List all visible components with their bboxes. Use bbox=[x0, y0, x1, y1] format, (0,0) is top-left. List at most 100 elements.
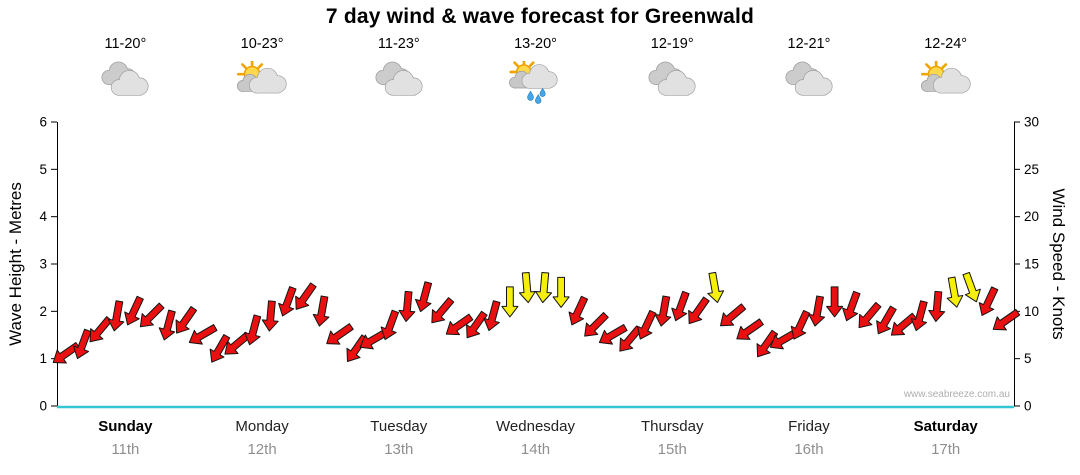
wind-arrow bbox=[139, 302, 165, 328]
wind-arrow bbox=[671, 290, 690, 322]
weather-icons-row bbox=[57, 57, 1014, 109]
wind-arrow bbox=[312, 295, 330, 327]
wind-tick-label: 30 bbox=[1024, 115, 1039, 130]
wind-arrow bbox=[175, 306, 198, 334]
wind-tick-label: 10 bbox=[1024, 304, 1039, 319]
left-axis-title: Wave Height - Metres bbox=[6, 182, 25, 346]
day-date: 17th bbox=[931, 440, 961, 458]
wind-arrow bbox=[244, 314, 262, 346]
day-name: Monday bbox=[235, 417, 289, 435]
wind-arrow bbox=[636, 309, 657, 340]
temperature-row: 11-20° 10-23° 11-23° 13-20° 12-19° 12-21… bbox=[57, 33, 1014, 55]
wind-arrow bbox=[73, 328, 92, 360]
wind-tick-label: 0 bbox=[1024, 399, 1032, 414]
wind-arrow bbox=[380, 309, 400, 341]
wind-arrow bbox=[158, 309, 176, 341]
wind-arrow bbox=[398, 290, 416, 323]
day-date: 14th bbox=[520, 440, 551, 458]
wind-arrow bbox=[261, 300, 279, 332]
right-axis-title: Wind Speed - Knots bbox=[1049, 188, 1068, 340]
wave-tick-label: 1 bbox=[39, 351, 47, 366]
wind-arrow bbox=[89, 316, 113, 343]
wind-arrow bbox=[790, 309, 811, 340]
day-temp: 12-24° bbox=[924, 36, 968, 52]
wind-arrow bbox=[826, 286, 844, 318]
day-name: Saturday bbox=[913, 417, 978, 435]
watermark: www.seabreeze.com.au bbox=[903, 389, 1010, 400]
weather-icon-cloudy bbox=[641, 61, 703, 105]
day-date: 16th bbox=[794, 440, 824, 458]
day-temp: 13-20° bbox=[514, 36, 557, 52]
chart-title: 7 day wind & wave forecast for Greenwald bbox=[325, 5, 755, 28]
wind-tick-label: 25 bbox=[1024, 162, 1039, 177]
wind-arrow bbox=[107, 300, 125, 332]
wind-arrow bbox=[910, 300, 928, 332]
wind-arrow bbox=[518, 271, 536, 304]
wind-arrow bbox=[295, 282, 317, 310]
wind-arrow bbox=[992, 308, 1021, 331]
day-date: 12th bbox=[247, 440, 277, 458]
wind-arrow bbox=[326, 323, 354, 345]
wind-arrow bbox=[842, 290, 861, 322]
day-date: 13th bbox=[384, 440, 414, 458]
weather-icon-sun-cloud-rain bbox=[505, 61, 567, 105]
wind-arrow bbox=[736, 318, 764, 340]
day-date: 15th bbox=[657, 440, 687, 458]
wind-arrow bbox=[209, 334, 231, 363]
wind-tick-label: 15 bbox=[1024, 257, 1039, 272]
weather-icon-cloudy bbox=[94, 61, 156, 105]
day-temp: 11-23° bbox=[377, 36, 420, 52]
wind-arrow bbox=[568, 295, 589, 326]
wind-arrow bbox=[756, 329, 779, 358]
wind-arrow bbox=[946, 276, 964, 308]
wind-arrow bbox=[978, 286, 999, 316]
day-name: Friday bbox=[788, 417, 830, 435]
wind-arrow bbox=[483, 300, 501, 332]
wind-arrow bbox=[466, 310, 488, 339]
wind-arrow bbox=[890, 312, 918, 336]
wind-arrow bbox=[52, 342, 81, 364]
day-names-row: Sunday Monday Tuesday Wednesday Thursday… bbox=[57, 415, 1014, 437]
weather-icon-cloudy bbox=[368, 61, 430, 105]
wind-arrow bbox=[858, 301, 882, 329]
day-date: 11th bbox=[111, 440, 140, 458]
wind-arrow bbox=[654, 295, 672, 327]
wind-arrow bbox=[584, 311, 609, 337]
weather-icon-sun-cloud bbox=[915, 61, 977, 105]
day-temp: 12-19° bbox=[650, 36, 694, 52]
wind-arrow bbox=[876, 305, 897, 335]
wind-arrow bbox=[598, 324, 628, 345]
wind-arrow bbox=[962, 271, 981, 303]
day-name: Sunday bbox=[98, 417, 153, 435]
wind-arrow bbox=[188, 324, 218, 345]
wind-arrow bbox=[415, 281, 433, 313]
wind-arrow bbox=[535, 271, 553, 304]
wind-arrow bbox=[720, 303, 747, 327]
day-temp: 11-20° bbox=[104, 36, 147, 52]
day-name: Thursday bbox=[640, 417, 704, 435]
wave-tick-label: 2 bbox=[39, 304, 47, 319]
wind-arrow bbox=[552, 276, 570, 308]
day-name: Wednesday bbox=[496, 417, 575, 435]
wind-arrow bbox=[707, 271, 725, 303]
wave-tick-label: 0 bbox=[39, 399, 47, 414]
day-temp: 12-21° bbox=[787, 36, 831, 52]
wind-arrow bbox=[688, 296, 710, 325]
wind-tick-label: 5 bbox=[1024, 351, 1032, 366]
weather-icon-cloudy bbox=[778, 61, 840, 105]
day-dates-row: 11th 12th 13th 14th 15th 16th 17th bbox=[57, 439, 1014, 459]
weather-icon-sun-cloud bbox=[231, 61, 293, 105]
day-temp: 10-23° bbox=[240, 36, 284, 52]
wave-tick-label: 4 bbox=[39, 209, 47, 224]
wind-arrow bbox=[431, 297, 455, 324]
wave-tick-label: 3 bbox=[39, 257, 47, 272]
wind-arrow bbox=[928, 290, 946, 323]
wave-tick-label: 5 bbox=[39, 162, 47, 177]
wind-tick-label: 20 bbox=[1024, 209, 1039, 224]
wave-tick-label: 6 bbox=[39, 115, 47, 130]
wind-arrow bbox=[278, 286, 297, 317]
wind-arrow bbox=[808, 295, 826, 327]
day-name: Tuesday bbox=[370, 417, 428, 435]
